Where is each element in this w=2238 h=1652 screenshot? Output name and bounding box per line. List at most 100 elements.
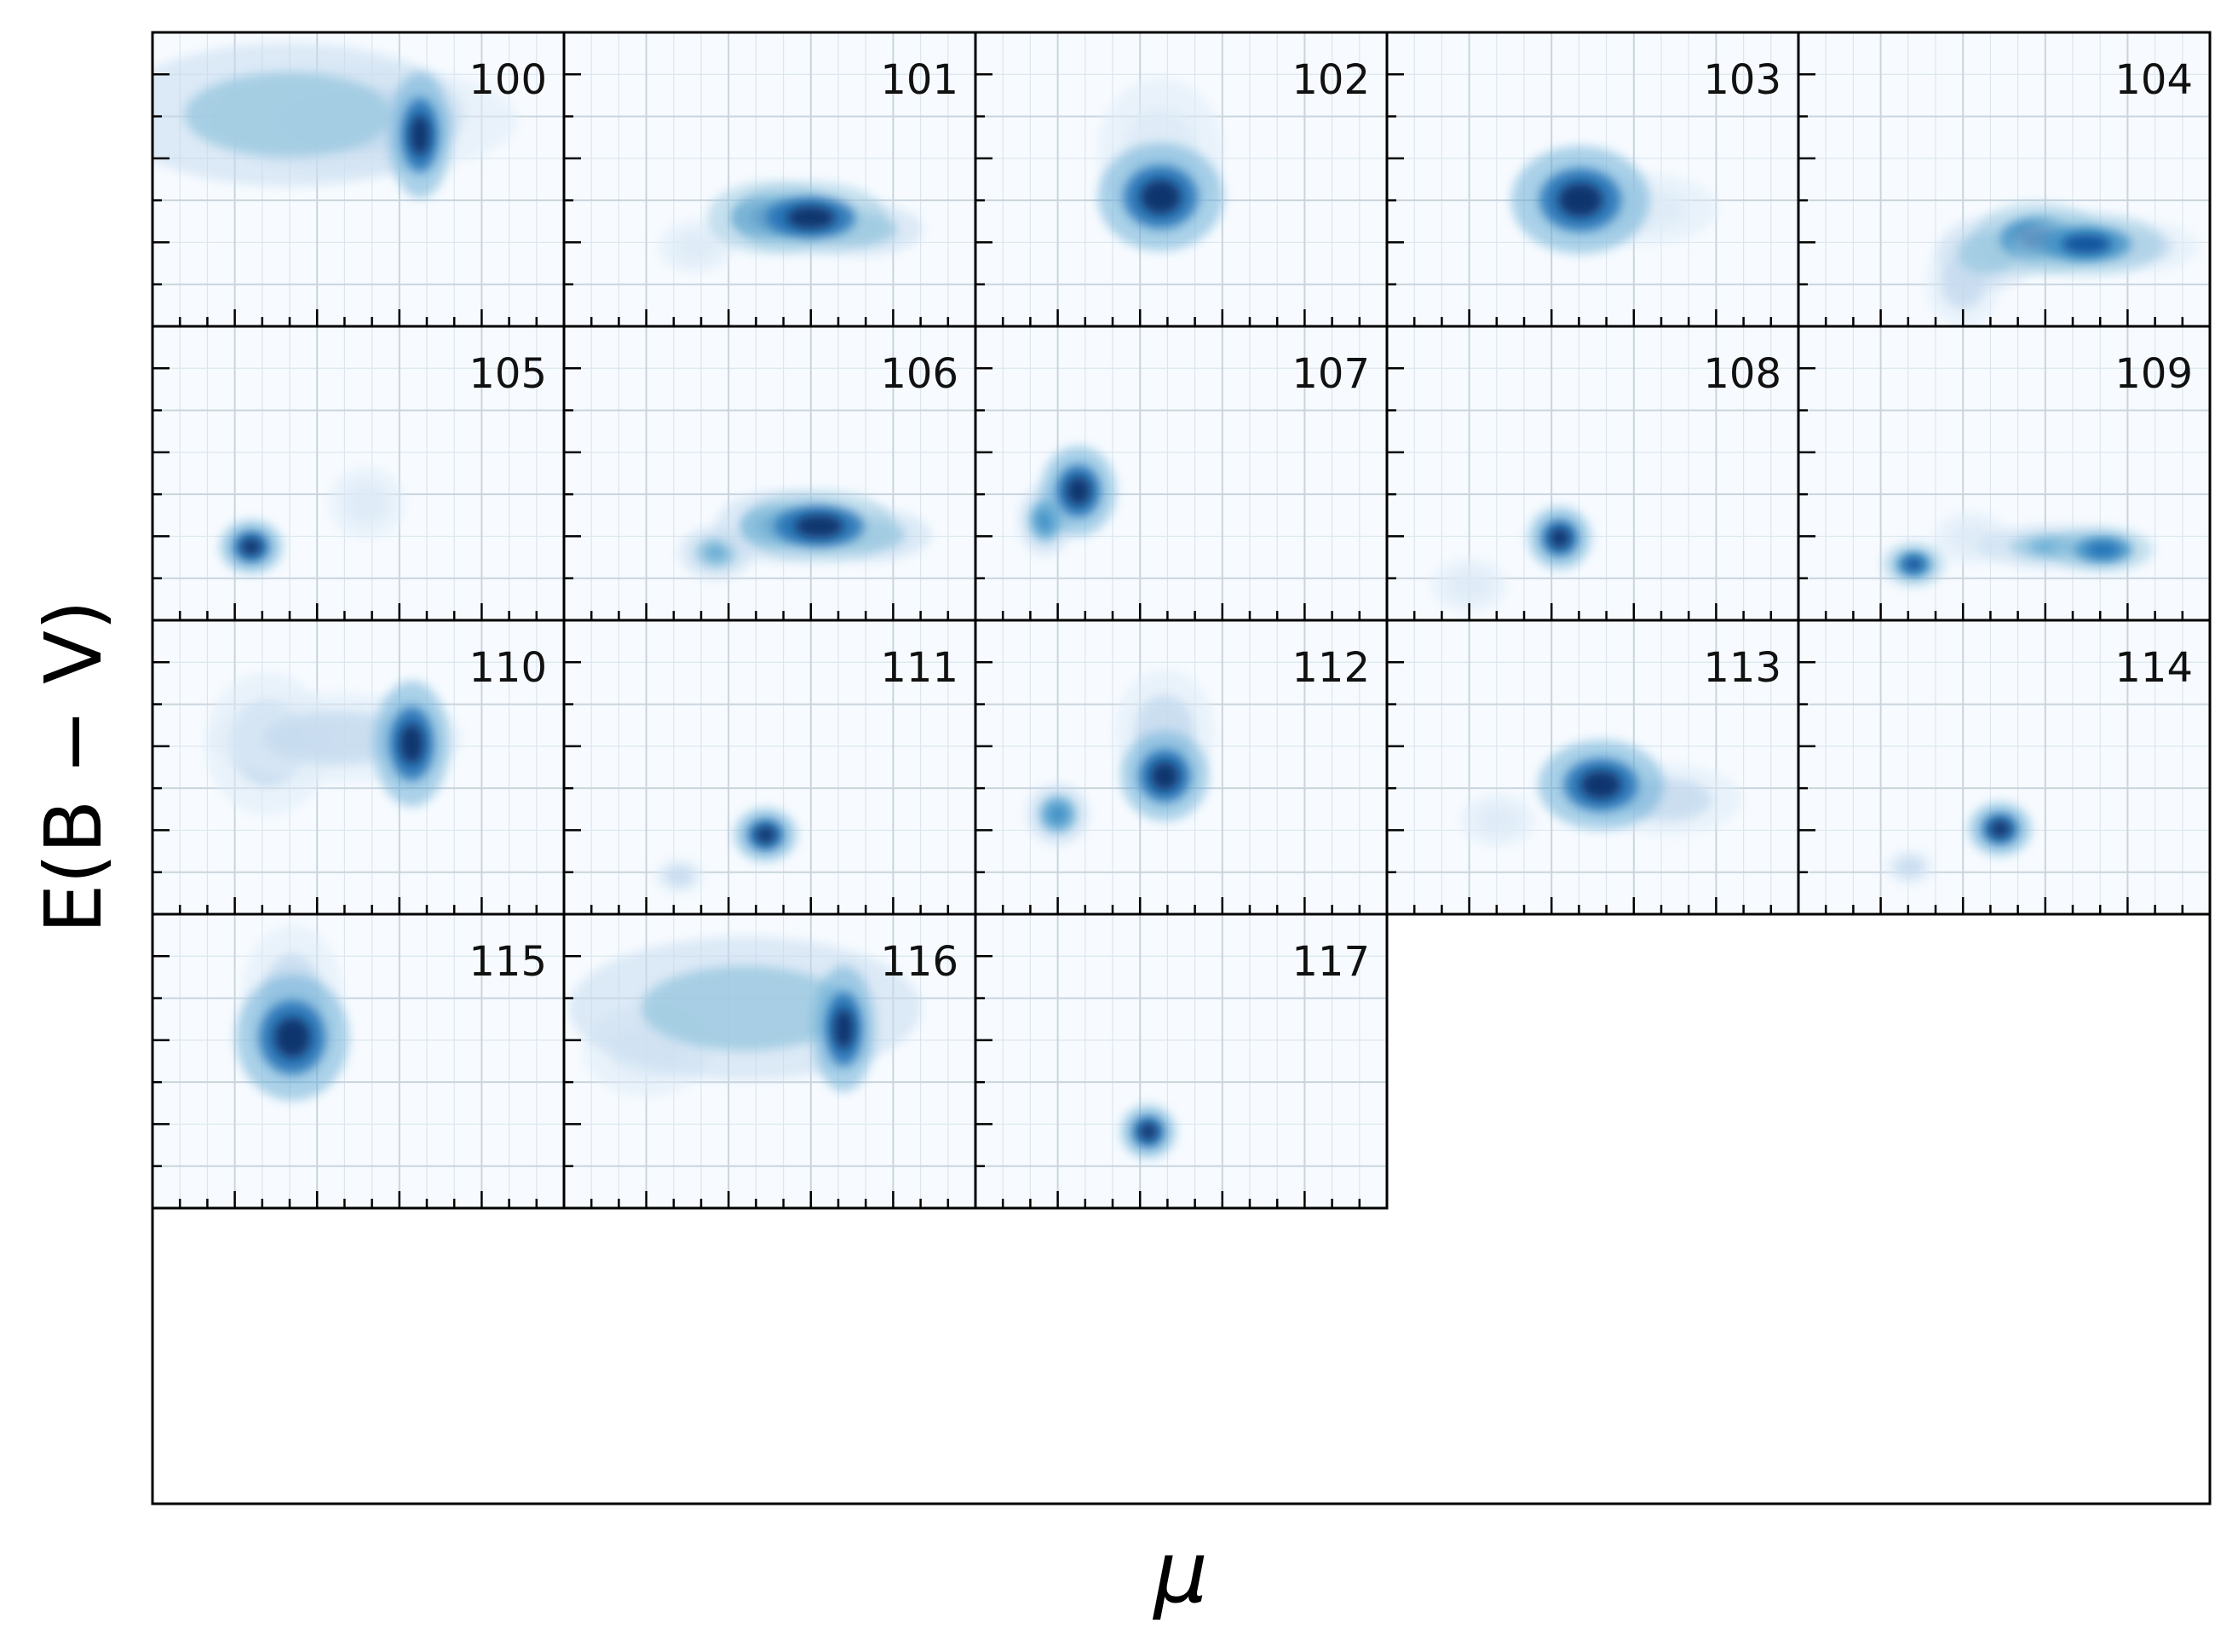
density-blob — [344, 481, 389, 524]
panel-104: 104 — [1797, 31, 2212, 328]
density-core — [240, 538, 262, 555]
density-layer — [1017, 446, 1117, 556]
panel-label: 110 — [469, 644, 547, 692]
panel-ticks — [1387, 73, 1773, 326]
density-layer — [219, 466, 405, 574]
panel-ticks — [152, 661, 538, 914]
density-core — [1140, 179, 1182, 215]
panel-110: 110 — [151, 619, 566, 916]
panel-ticks — [564, 367, 950, 620]
density-core — [1549, 527, 1570, 549]
density-core — [1139, 1123, 1158, 1141]
panel-ticks — [564, 955, 950, 1208]
density-layer — [1510, 146, 1718, 254]
density-core — [1557, 182, 1603, 218]
panel-ticks — [975, 661, 1361, 914]
density-core — [409, 114, 430, 156]
density-layer — [658, 181, 923, 274]
panel-ticks — [152, 73, 538, 326]
panel-100: 100 — [151, 31, 566, 328]
density-layer — [204, 671, 464, 816]
panel-background — [564, 620, 975, 914]
panel-grid — [152, 914, 564, 1208]
panel-113: 113 — [1385, 619, 1800, 916]
density-core — [273, 1016, 311, 1058]
outer-axes-frame — [151, 31, 2212, 1505]
density-blob — [641, 965, 849, 1051]
density-core — [1903, 556, 1924, 572]
panel-106: 106 — [562, 325, 977, 622]
panel-background — [564, 326, 975, 620]
panel-117: 117 — [974, 912, 1389, 1210]
panel-ticks — [564, 661, 950, 914]
panel-ticks — [1387, 661, 1773, 914]
panel-label: 102 — [1292, 56, 1370, 104]
panel-grid — [564, 620, 975, 914]
panel-112: 112 — [974, 619, 1389, 916]
panel-label: 103 — [1703, 56, 1781, 104]
y-axis-label: E(B − V) — [28, 600, 119, 934]
density-layer — [1097, 78, 1224, 251]
panel-background — [1798, 620, 2210, 914]
panel-108: 108 — [1385, 325, 1800, 622]
panel-background — [564, 32, 975, 326]
panel-ticks — [975, 73, 1361, 326]
panel-background — [975, 914, 1387, 1208]
density-layer — [1884, 802, 2032, 885]
panel-115: 115 — [151, 912, 566, 1210]
x-axis-label: μ — [1152, 1522, 1208, 1622]
density-blob — [184, 72, 393, 158]
density-layer — [1924, 202, 2199, 326]
panel-111: 111 — [562, 619, 977, 916]
panel-border — [974, 912, 1389, 1210]
panel-ticks — [152, 955, 538, 1208]
density-core — [1066, 476, 1091, 506]
density-core — [1989, 820, 2011, 838]
panel-label: 115 — [469, 938, 547, 986]
density-core — [1047, 803, 1068, 825]
panel-101: 101 — [562, 31, 977, 328]
density-blob — [1895, 856, 1924, 878]
density-core — [704, 544, 729, 561]
density-layer — [1431, 506, 1591, 613]
density-layer — [1460, 740, 1743, 848]
panel-116: 116 — [562, 912, 977, 1210]
panel-ticks — [975, 955, 1361, 1208]
density-blob — [664, 865, 694, 887]
density-layer — [568, 935, 922, 1097]
panel-ticks — [1798, 73, 2184, 326]
density-layer — [653, 808, 797, 895]
panels-layer: 100 101 102 103 104 105 106 107 108 109 110 111 112 1… — [151, 31, 2212, 1210]
panel-label: 116 — [880, 938, 958, 986]
density-blob — [1447, 568, 1492, 602]
panel-label: 104 — [2114, 56, 2193, 104]
density-core — [2062, 233, 2111, 255]
density-layer — [1120, 1104, 1177, 1159]
panel-107: 107 — [974, 325, 1389, 622]
panel-grid — [1798, 620, 2210, 914]
panel-label: 101 — [880, 56, 958, 104]
panel-ticks — [152, 367, 538, 620]
density-layer — [678, 490, 932, 580]
panel-grid — [1798, 326, 2210, 620]
density-layer — [1026, 669, 1216, 846]
panel-label: 105 — [469, 350, 547, 398]
panel-label: 106 — [880, 350, 958, 398]
density-core — [794, 514, 844, 538]
density-core — [1150, 761, 1179, 791]
panel-grid — [1387, 326, 1798, 620]
density-blob — [1476, 803, 1521, 837]
panel-ticks — [975, 367, 1361, 620]
panel-background — [152, 914, 564, 1208]
panel-103: 103 — [1385, 31, 1800, 328]
panel-label: 107 — [1292, 350, 1370, 398]
density-core — [755, 826, 776, 844]
density-core — [399, 722, 424, 764]
panel-label: 117 — [1292, 938, 1370, 986]
panel-label: 109 — [2114, 350, 2193, 398]
panel-ticks — [1387, 367, 1773, 620]
panel-grid — [975, 914, 1387, 1208]
panel-label: 112 — [1292, 644, 1370, 692]
panel-label: 111 — [880, 644, 958, 692]
